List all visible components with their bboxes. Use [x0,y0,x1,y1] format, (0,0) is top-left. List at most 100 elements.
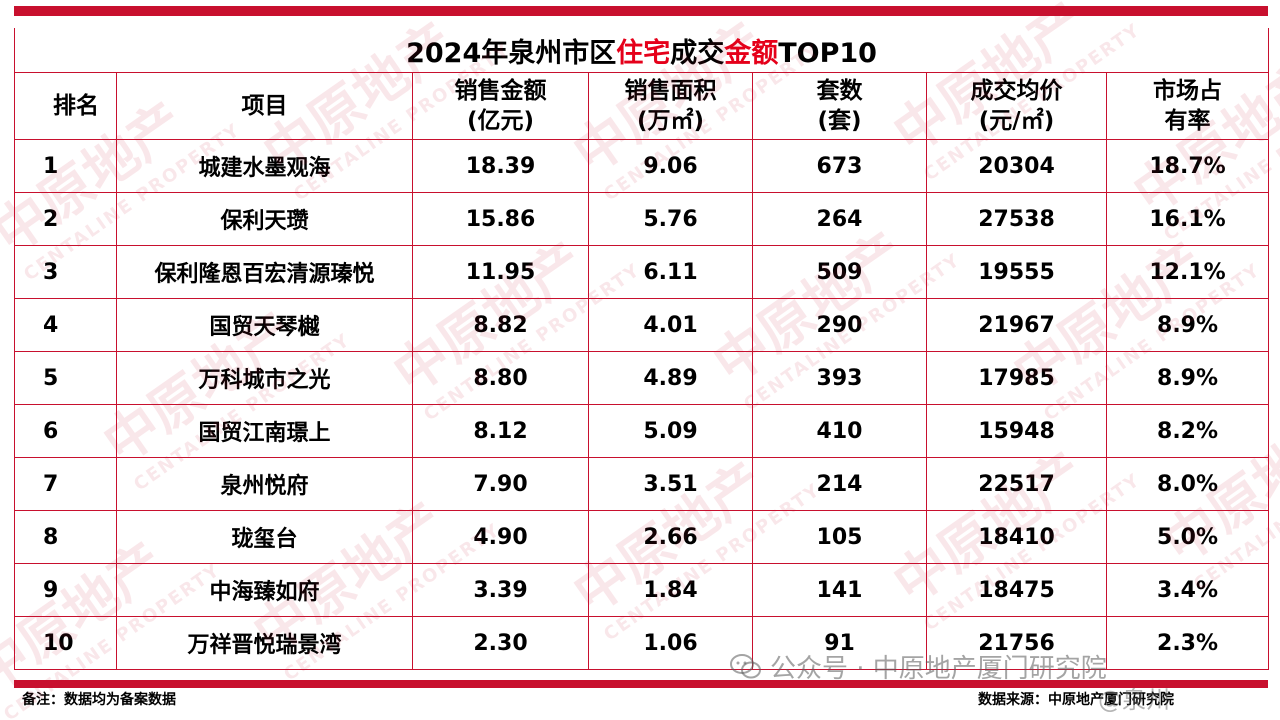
cell-project: 万科城市之光 [116,351,413,405]
cell-share: 16.1% [1105,192,1270,246]
wechat-icon [730,654,761,679]
table-row: 3 保利隆恩百宏清源瑧悦 11.95 6.11 509 19555 12.1% [14,245,1270,299]
cell-amount: 3.39 [412,563,589,617]
cell-price: 22517 [926,457,1107,511]
cell-units: 91 [752,616,927,670]
cell-price: 21756 [926,616,1107,670]
cell-units: 673 [752,139,927,193]
cell-units: 290 [752,298,927,352]
cell-area: 4.01 [588,298,753,352]
cell-units: 393 [752,351,927,405]
cell-area: 6.11 [588,245,753,299]
cell-share: 12.1% [1105,245,1270,299]
header-price-unit: (元/㎡) [978,108,1055,134]
cell-share: 8.9% [1105,298,1270,352]
table-row: 8 珑玺台 4.90 2.66 105 18410 5.0% [14,510,1270,564]
cell-project: 中海臻如府 [116,563,413,617]
cell-amount: 2.30 [412,616,589,670]
cell-area: 4.89 [588,351,753,405]
cell-share: 5.0% [1105,510,1270,564]
cell-area: 5.76 [588,192,753,246]
cell-area: 5.09 [588,404,753,458]
cell-rank: 1 [14,139,117,193]
top-red-bar [14,6,1268,16]
table-row: 5 万科城市之光 8.80 4.89 393 17985 8.9% [14,351,1270,405]
cell-rank: 4 [14,298,117,352]
title-highlight-residential: 住宅 [616,37,671,69]
cell-project: 国贸江南璟上 [116,404,413,458]
cell-price: 18410 [926,510,1107,564]
footer-source: 数据来源：中原地产厦门研究院 [978,692,1174,708]
cell-price: 18475 [926,563,1107,617]
ranking-table: 2024年泉州市区住宅成交金额TOP10 排名 项目 销售金额 (亿元) 销售面积… [13,28,1270,670]
cell-amount: 15.86 [412,192,589,246]
cell-project: 泉州悦府 [116,457,413,511]
cell-price: 15948 [926,404,1107,458]
header-units: 套数 (套) [752,72,927,140]
cell-area: 2.66 [588,510,753,564]
table-row: 10 万祥晋悦瑞景湾 2.30 1.06 91 21756 2.3% [14,616,1270,670]
title-highlight-amount: 金额 [724,37,779,69]
cell-units: 214 [752,457,927,511]
header-amount-unit: (亿元) [466,108,535,134]
header-area-label: 销售面积 [624,78,717,104]
cell-project: 城建水墨观海 [116,139,413,193]
cell-price: 21967 [926,298,1107,352]
cell-share: 18.7% [1105,139,1270,193]
cell-rank: 6 [14,404,117,458]
table-row: 4 国贸天琴樾 8.82 4.01 290 21967 8.9% [14,298,1270,352]
cell-share: 8.9% [1105,351,1270,405]
cell-area: 9.06 [588,139,753,193]
cell-project: 保利天瓒 [116,192,413,246]
cell-units: 410 [752,404,927,458]
title-text: 成交 [670,37,725,69]
table-row: 6 国贸江南璟上 8.12 5.09 410 15948 8.2% [14,404,1270,458]
cell-price: 19555 [926,245,1107,299]
header-units-label: 套数 [816,78,863,104]
cell-amount: 18.39 [412,139,589,193]
header-amount-label: 销售金额 [454,78,547,104]
table-row: 2 保利天瓒 15.86 5.76 264 27538 16.1% [14,192,1270,246]
cell-amount: 4.90 [412,510,589,564]
header-share: 市场占 有率 [1105,72,1270,140]
cell-project: 国贸天琴樾 [116,298,413,352]
cell-share: 2.3% [1105,616,1270,670]
cell-rank: 3 [14,245,117,299]
cell-amount: 7.90 [412,457,589,511]
cell-units: 141 [752,563,927,617]
cell-rank: 10 [14,616,117,670]
header-price-label: 成交均价 [970,78,1063,104]
cell-units: 509 [752,245,927,299]
cell-share: 8.2% [1105,404,1270,458]
cell-amount: 8.82 [412,298,589,352]
title-text: 2024年泉州市区 [406,37,617,69]
cell-project: 珑玺台 [116,510,413,564]
cell-amount: 11.95 [412,245,589,299]
cell-units: 264 [752,192,927,246]
cell-area: 3.51 [588,457,753,511]
cell-rank: 9 [14,563,117,617]
table-row: 9 中海臻如府 3.39 1.84 141 18475 3.4% [14,563,1270,617]
header-amount: 销售金额 (亿元) [412,72,589,140]
cell-share: 8.0% [1105,457,1270,511]
header-row: 排名 项目 销售金额 (亿元) 销售面积 (万㎡) 套数 (套) 成交均价 (元/㎡) … [14,72,1270,140]
header-price: 成交均价 (元/㎡) [926,72,1107,140]
cell-amount: 8.80 [412,351,589,405]
cell-rank: 2 [14,192,117,246]
cell-units: 105 [752,510,927,564]
cell-rank: 7 [14,457,117,511]
header-share-label-2: 有率 [1164,108,1211,134]
footer-note: 备注：数据均为备案数据 [22,692,176,708]
weibo-watermark: @泉州 [1098,686,1170,714]
cell-amount: 8.12 [412,404,589,458]
cell-rank: 5 [14,351,117,405]
cell-share: 3.4% [1105,563,1270,617]
cell-price: 20304 [926,139,1107,193]
title-text: TOP10 [778,37,877,69]
cell-price: 17985 [926,351,1107,405]
table-row: 1 城建水墨观海 18.39 9.06 673 20304 18.7% [14,139,1270,193]
header-area-unit: (万㎡) [636,108,705,134]
cell-project: 万祥晋悦瑞景湾 [116,616,413,670]
cell-rank: 8 [14,510,117,564]
table-title: 2024年泉州市区住宅成交金额TOP10 [13,28,1270,73]
